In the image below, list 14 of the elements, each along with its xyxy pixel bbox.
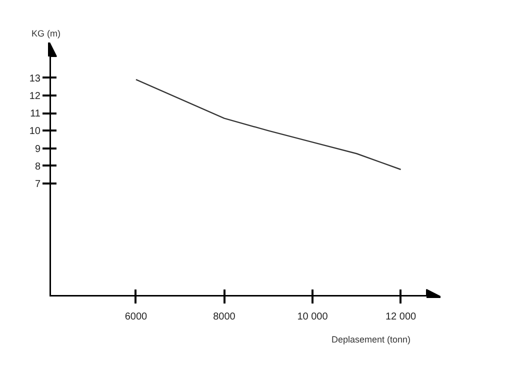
x-tick-label: 10 000 <box>297 312 328 322</box>
y-tick-label: 12 <box>29 90 41 102</box>
y-tick-label: 13 <box>29 73 41 84</box>
y-tick-label: 10 <box>29 126 41 138</box>
y-tick-label: 7 <box>34 179 41 190</box>
line-series <box>135 78 402 170</box>
x-axis-title: Deplasement (tonn) <box>331 334 411 344</box>
y-tick-label: 11 <box>30 108 41 120</box>
x-tick-label: 6000 <box>124 312 148 322</box>
x-tick-label: 8000 <box>213 312 236 322</box>
y-axis-title: KG (m) <box>32 28 60 38</box>
x-tick-label: 12 000 <box>385 312 417 322</box>
y-tick-label: 9 <box>34 144 41 155</box>
y-tick-label: 8 <box>34 161 41 172</box>
